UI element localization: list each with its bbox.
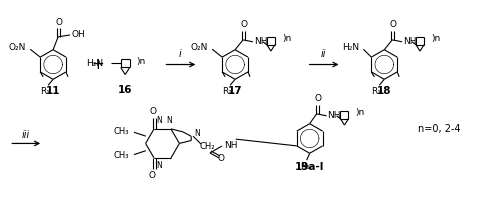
Text: N: N xyxy=(166,116,172,125)
Text: n=0, 2-4: n=0, 2-4 xyxy=(418,124,461,134)
Text: H₂N: H₂N xyxy=(86,59,103,68)
Text: R₁: R₁ xyxy=(40,87,50,96)
Text: NH: NH xyxy=(254,37,268,46)
Text: O₂N: O₂N xyxy=(191,43,208,52)
Text: 16: 16 xyxy=(118,85,132,95)
Text: OH: OH xyxy=(72,30,86,39)
Text: 18: 18 xyxy=(377,86,392,96)
Text: NH: NH xyxy=(328,111,341,120)
Text: i: i xyxy=(179,49,182,59)
Text: O: O xyxy=(56,18,62,27)
Text: N: N xyxy=(156,116,162,125)
Text: +: + xyxy=(92,57,104,72)
Text: 17: 17 xyxy=(228,86,242,96)
Text: R₁: R₁ xyxy=(222,87,232,96)
Text: iii: iii xyxy=(22,130,30,140)
Text: )n: )n xyxy=(136,57,146,65)
Text: )n: )n xyxy=(356,108,364,117)
Text: 19a-l: 19a-l xyxy=(295,162,324,172)
Text: H₂N: H₂N xyxy=(342,43,359,52)
Text: 11: 11 xyxy=(46,86,60,96)
Text: O₂N: O₂N xyxy=(9,43,26,52)
Text: )n: )n xyxy=(431,34,440,43)
Text: N: N xyxy=(194,129,200,137)
Text: O: O xyxy=(390,20,396,29)
Text: N: N xyxy=(156,161,162,170)
Text: O: O xyxy=(240,20,248,29)
Text: O: O xyxy=(314,94,321,103)
Text: O: O xyxy=(150,107,156,116)
Text: NH: NH xyxy=(403,37,416,46)
Text: O: O xyxy=(218,154,225,163)
Text: R₁: R₁ xyxy=(372,87,381,96)
Text: O: O xyxy=(148,171,156,180)
Text: R₁: R₁ xyxy=(300,162,310,171)
Text: CH₃: CH₃ xyxy=(114,151,129,160)
Text: )n: )n xyxy=(282,34,291,43)
Text: CH₃: CH₃ xyxy=(114,127,129,136)
Text: NH: NH xyxy=(224,141,237,150)
Text: ii: ii xyxy=(321,49,326,59)
Text: CH₂: CH₂ xyxy=(199,142,214,151)
